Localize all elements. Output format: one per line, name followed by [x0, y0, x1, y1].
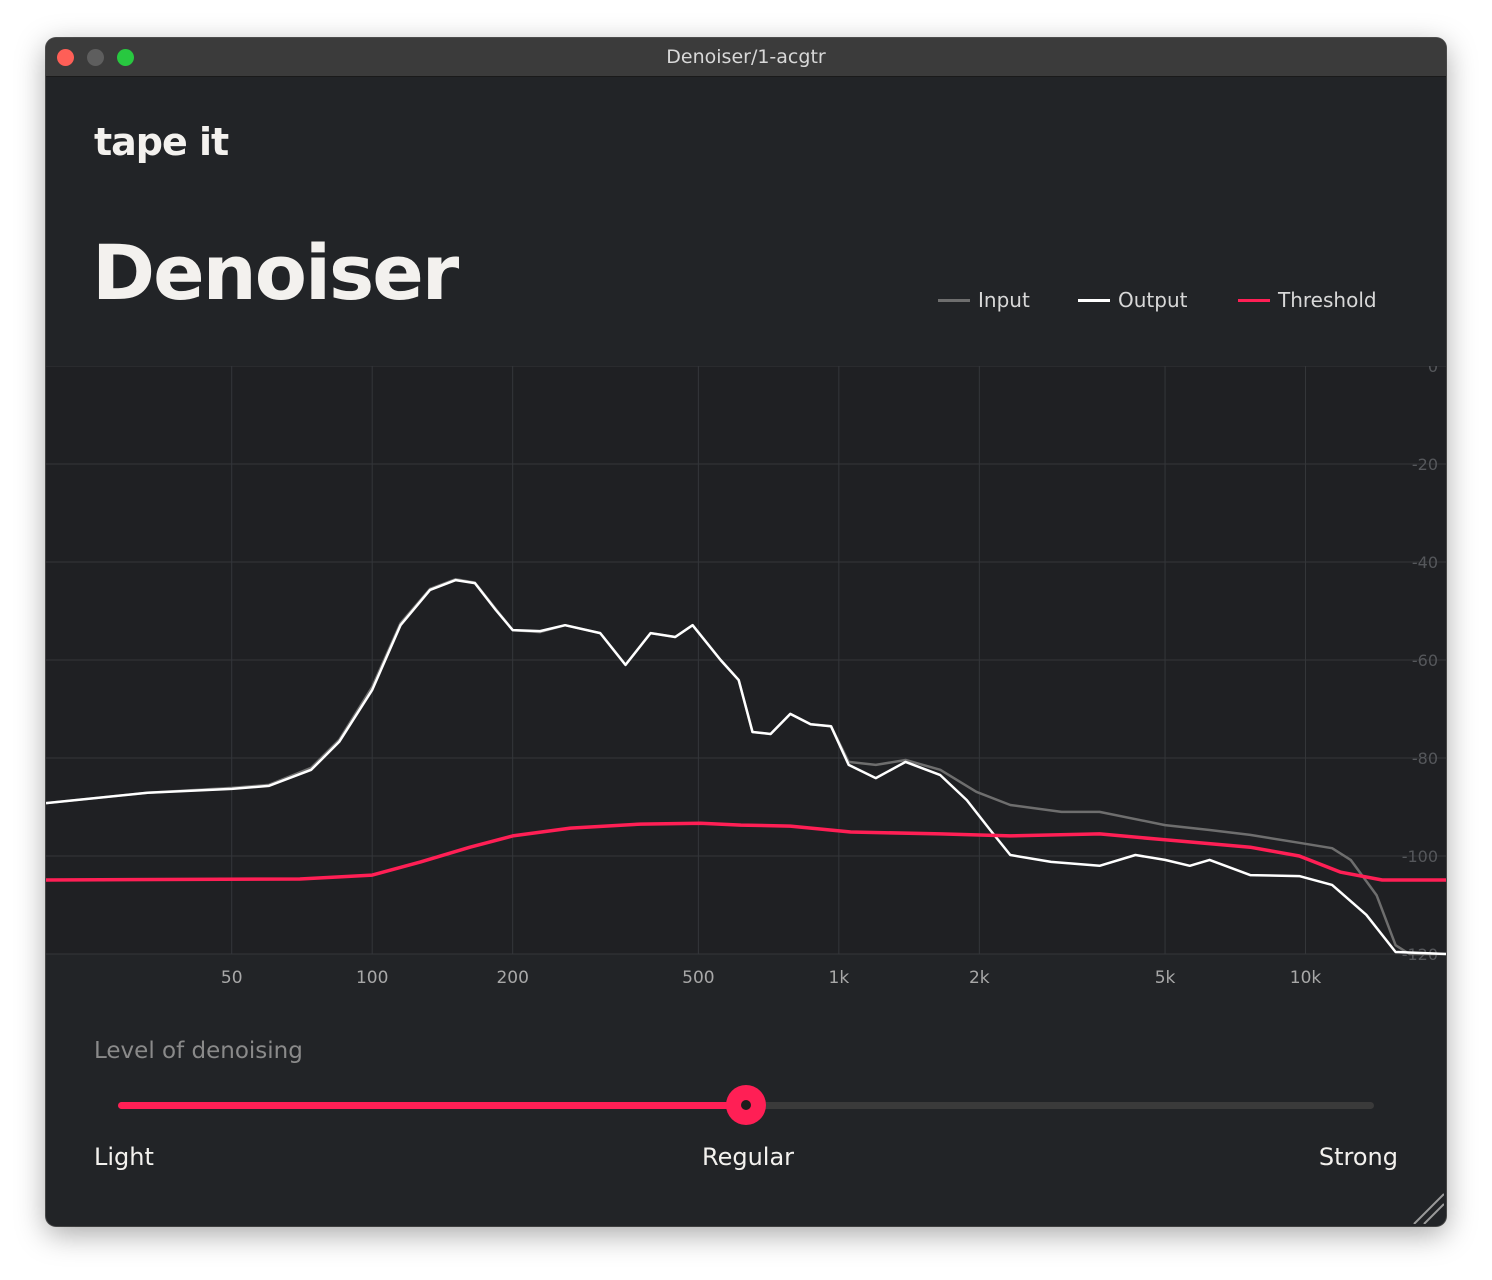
title-bar: Denoiser/1-acgtr	[46, 38, 1446, 77]
x-tick-label: 50	[221, 968, 243, 988]
slider-tick-strong: Strong	[1318, 1143, 1398, 1171]
y-tick-label: 0	[1428, 366, 1438, 376]
x-tick-label: 200	[496, 968, 528, 988]
plugin-window: Denoiser/1-acgtr tape it Denoiser Input …	[46, 38, 1446, 1226]
x-tick-label: 5k	[1155, 968, 1176, 988]
close-button[interactable]	[57, 49, 74, 66]
legend-label: Output	[1118, 288, 1188, 312]
legend-swatch	[1078, 298, 1110, 302]
resize-grip-icon[interactable]	[1410, 1190, 1444, 1224]
window-title: Denoiser/1-acgtr	[666, 46, 826, 68]
series-line-output	[46, 578, 1446, 956]
page-title: Denoiser	[92, 228, 459, 317]
legend-label: Threshold	[1278, 288, 1377, 312]
slider-tick-regular: Regular	[702, 1143, 795, 1171]
denoise-slider[interactable]	[118, 1085, 1374, 1125]
minimize-button[interactable]	[87, 49, 104, 66]
x-tick-label: 2k	[969, 968, 990, 988]
legend-swatch	[938, 298, 970, 302]
x-tick-label: 100	[356, 968, 388, 988]
x-tick-label: 500	[682, 968, 714, 988]
y-tick-label: -60	[1412, 651, 1438, 670]
y-tick-label: -20	[1412, 455, 1438, 474]
legend-label: Input	[978, 288, 1030, 312]
slider-thumb[interactable]	[726, 1085, 766, 1125]
legend-item-threshold: Threshold	[1238, 288, 1377, 312]
legend-swatch	[1238, 298, 1270, 302]
x-tick-label: 10k	[1290, 968, 1322, 988]
legend-item-output: Output	[1078, 288, 1187, 312]
brand-logo: tape it	[94, 120, 229, 164]
series-line-threshold	[46, 821, 1446, 882]
y-tick-label: -40	[1412, 553, 1438, 572]
zoom-button[interactable]	[117, 49, 134, 66]
x-tick-label: 1k	[829, 968, 850, 988]
slider-label: Level of denoising	[94, 1038, 303, 1064]
slider-tick-light: Light	[94, 1143, 154, 1171]
legend-item-input: Input	[938, 288, 1030, 312]
slider-fill	[118, 1102, 746, 1109]
y-tick-label: -80	[1412, 749, 1438, 768]
y-tick-label: -100	[1402, 847, 1438, 866]
